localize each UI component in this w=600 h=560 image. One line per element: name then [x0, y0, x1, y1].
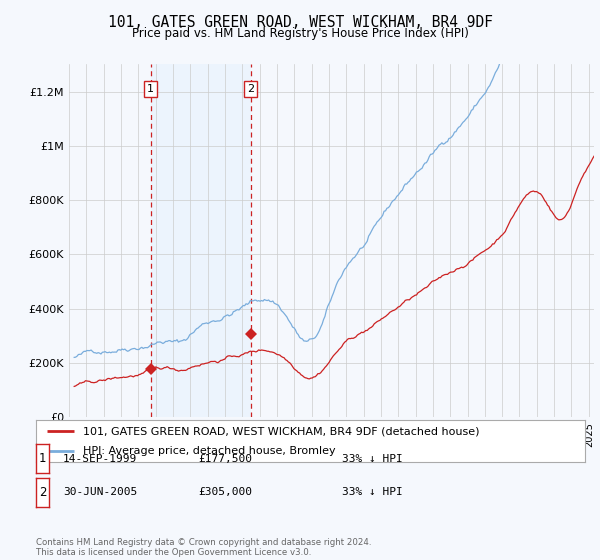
- Text: £177,500: £177,500: [198, 454, 252, 464]
- Text: 1: 1: [147, 84, 154, 94]
- Text: 1: 1: [39, 452, 46, 465]
- Text: 33% ↓ HPI: 33% ↓ HPI: [342, 487, 403, 497]
- Text: Price paid vs. HM Land Registry's House Price Index (HPI): Price paid vs. HM Land Registry's House …: [131, 27, 469, 40]
- Text: 14-SEP-1999: 14-SEP-1999: [63, 454, 137, 464]
- Text: £305,000: £305,000: [198, 487, 252, 497]
- Text: 33% ↓ HPI: 33% ↓ HPI: [342, 454, 403, 464]
- Text: 2: 2: [39, 486, 46, 499]
- Bar: [151, 64, 251, 417]
- Text: 101, GATES GREEN ROAD, WEST WICKHAM, BR4 9DF: 101, GATES GREEN ROAD, WEST WICKHAM, BR4…: [107, 15, 493, 30]
- Text: 30-JUN-2005: 30-JUN-2005: [63, 487, 137, 497]
- Text: 101, GATES GREEN ROAD, WEST WICKHAM, BR4 9DF (detached house): 101, GATES GREEN ROAD, WEST WICKHAM, BR4…: [83, 426, 479, 436]
- Text: Contains HM Land Registry data © Crown copyright and database right 2024.
This d: Contains HM Land Registry data © Crown c…: [36, 538, 371, 557]
- Text: HPI: Average price, detached house, Bromley: HPI: Average price, detached house, Brom…: [83, 446, 335, 456]
- Text: 2: 2: [247, 84, 254, 94]
